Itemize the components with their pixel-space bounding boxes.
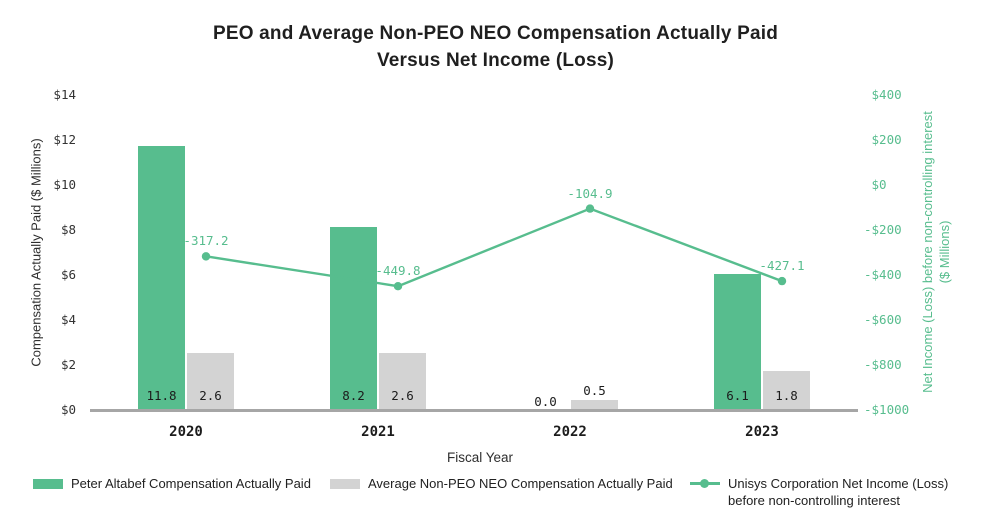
x-axis-line	[90, 409, 858, 412]
left-axis-tick-label: $2	[60, 357, 76, 372]
neo-bar-2022	[571, 399, 618, 411]
x-axis-tick-label: 2020	[169, 424, 203, 440]
line-marker-2021	[393, 282, 403, 291]
x-axis-label: Fiscal Year	[446, 450, 514, 465]
left-axis-tick-label: $14	[53, 87, 76, 102]
legend-item-peo: Peter Altabef Compensation Actually Paid	[33, 475, 311, 492]
line-value-label: -449.8	[375, 263, 421, 279]
bar-value-label: 2.6	[199, 388, 222, 403]
right-axis-label-line2: ($ Millions)	[937, 220, 952, 284]
right-axis-tick-label: -$200	[864, 222, 902, 237]
bar-value-label: 0.0	[534, 394, 557, 409]
bar-value-label: 2.6	[391, 388, 414, 403]
legend-item-net-income: Unisys Corporation Net Income (Loss) befo…	[690, 475, 948, 509]
neo-bar-swatch	[330, 479, 360, 489]
bar-value-label: 8.2	[342, 388, 365, 403]
right-axis-tick-label: $0	[864, 177, 887, 192]
line-marker-2023	[777, 276, 787, 286]
net-income-line-marker-icon	[690, 475, 720, 492]
right-axis-tick-label: -$400	[864, 267, 902, 282]
peo-bar-2021	[330, 226, 377, 411]
x-axis-tick-label: 2022	[553, 424, 587, 440]
line-value-label: -104.9	[567, 185, 613, 201]
legend-label-peo: Peter Altabef Compensation Actually Paid	[71, 476, 311, 491]
legend-item-neo: Average Non-PEO NEO Compensation Actuall…	[330, 475, 673, 492]
line-marker-2022	[585, 204, 595, 213]
legend-label-neo: Average Non-PEO NEO Compensation Actuall…	[368, 476, 673, 491]
right-axis-tick-label: -$1000	[864, 402, 910, 417]
peo-bar-swatch	[33, 479, 63, 489]
line-value-label: -427.1	[759, 258, 805, 274]
right-axis-tick-label: -$600	[864, 312, 902, 327]
bar-value-label: 0.5	[583, 382, 606, 398]
neo-bar-2020	[187, 352, 234, 411]
right-axis-label-line1: Net Income (Loss) before non-controlling…	[920, 111, 935, 393]
left-axis-tick-label: $4	[60, 312, 76, 327]
right-axis-tick-label: $400	[864, 87, 902, 102]
left-axis-tick-label: $10	[53, 177, 76, 192]
line-marker-2020	[201, 252, 211, 261]
x-axis-tick-label: 2021	[361, 424, 395, 440]
left-axis-tick-label: $12	[53, 132, 76, 147]
left-axis-tick-label: $6	[60, 267, 76, 282]
chart-title-line1: PEO and Average Non-PEO NEO Compensation…	[212, 23, 779, 44]
peo-bar-2020	[138, 145, 185, 411]
neo-bar-2023	[763, 370, 810, 411]
left-axis-tick-label: $0	[60, 402, 76, 417]
chart-title-line2: Versus Net Income (Loss)	[376, 50, 615, 71]
bar-value-label: 6.1	[726, 388, 749, 403]
line-value-label: -317.2	[183, 233, 229, 249]
x-axis-tick-label: 2023	[745, 424, 779, 440]
peo-bar-2023	[714, 273, 761, 411]
left-axis-tick-label: $8	[60, 222, 76, 237]
right-axis-label: Net Income (Loss) before non-controlling…	[919, 52, 953, 452]
right-axis-tick-label: $200	[864, 132, 902, 147]
right-axis-tick-label: -$800	[864, 357, 902, 372]
bar-value-label: 1.8	[775, 388, 798, 403]
neo-bar-2021	[379, 352, 426, 411]
legend-label-net-income: Unisys Corporation Net Income (Loss) befo…	[728, 476, 949, 508]
chart-title: PEO and Average Non-PEO NEO Compensation…	[0, 20, 991, 74]
bar-value-label: 11.8	[146, 388, 177, 403]
